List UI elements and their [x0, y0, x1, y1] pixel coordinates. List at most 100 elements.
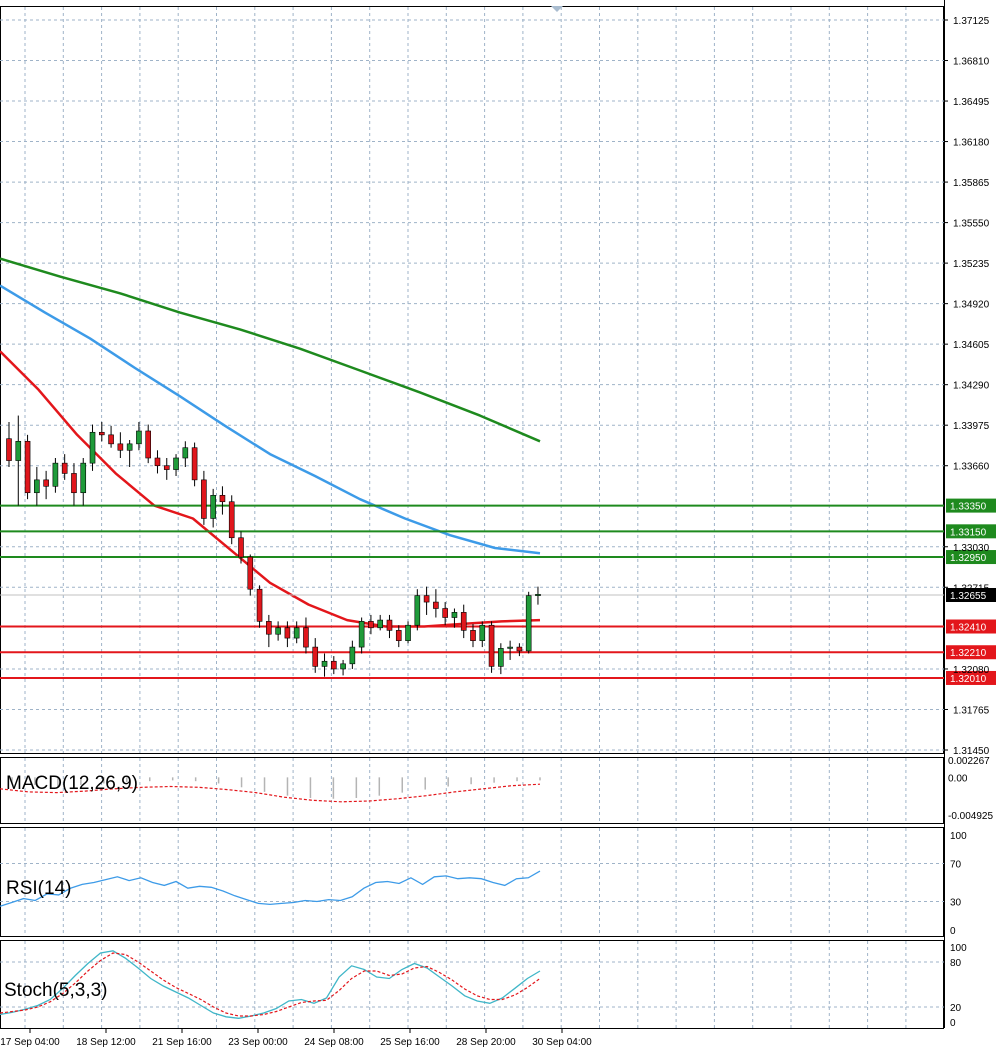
time-tick-label: 30 Sep 04:00	[532, 1037, 592, 1048]
candle-body[interactable]	[266, 621, 272, 635]
stoch-tick-label: 20	[950, 1003, 962, 1014]
candle-body[interactable]	[228, 501, 235, 539]
stoch-signal-line	[0, 952, 541, 1017]
price-tick-label: 1.33660	[953, 462, 990, 473]
macd-tick-label: 0.002267	[948, 756, 990, 767]
price-tick-label: 1.31765	[953, 705, 990, 716]
candle-body[interactable]	[145, 430, 151, 459]
stoch-tick-label: 0	[950, 1018, 956, 1029]
candle-body[interactable]	[460, 612, 467, 631]
candle-body[interactable]	[358, 621, 365, 648]
price-tick-label: 1.31450	[953, 746, 990, 757]
candle-body[interactable]	[52, 462, 59, 487]
price-tick-label: 1.35550	[953, 219, 990, 230]
candle-body[interactable]	[61, 462, 68, 474]
candle-body[interactable]	[488, 624, 495, 667]
candle-body[interactable]	[43, 479, 49, 487]
candle-body[interactable]	[163, 465, 170, 470]
candle-body[interactable]	[24, 440, 31, 494]
candle-body[interactable]	[535, 594, 541, 596]
candle-body[interactable]	[293, 627, 300, 639]
candle-body[interactable]	[126, 443, 133, 451]
ma-slow-line	[0, 257, 541, 443]
candle-body[interactable]	[238, 537, 244, 558]
candle-body[interactable]	[99, 431, 105, 436]
resistance-level-label: 1.33350	[950, 502, 987, 513]
candle-body[interactable]	[405, 624, 411, 641]
macd-tick-label: -0.004925	[948, 811, 993, 822]
time-tick-label: 21 Sep 16:00	[152, 1037, 212, 1048]
macd-tick-label: 0.00	[948, 773, 968, 784]
candle-body[interactable]	[210, 495, 216, 519]
candle-body[interactable]	[284, 627, 291, 639]
resistance-level-tag	[946, 550, 996, 565]
candle-body[interactable]	[479, 624, 486, 641]
candle-body[interactable]	[154, 457, 161, 467]
price-tick-label: 1.33030	[953, 543, 990, 554]
stoch-tick-label: 100	[950, 943, 967, 954]
candle-body[interactable]	[108, 434, 114, 445]
candle-body[interactable]	[395, 630, 402, 641]
stoch-tick-label: 80	[950, 958, 962, 969]
candle-body[interactable]	[451, 612, 458, 618]
candle-body[interactable]	[368, 621, 374, 629]
candle-body[interactable]	[173, 457, 179, 470]
candle-body[interactable]	[340, 663, 346, 670]
price-tick-label: 1.32715	[953, 583, 990, 594]
scroll-marker-icon[interactable]	[551, 6, 563, 12]
candle-body[interactable]	[470, 630, 476, 641]
macd-signal-line	[0, 783, 541, 803]
stoch-pane	[0, 940, 944, 1029]
price-tick-label: 1.32080	[953, 665, 990, 676]
candle-body[interactable]	[6, 438, 12, 461]
resistance-level-label: 1.32950	[950, 553, 987, 564]
candle-body[interactable]	[498, 648, 504, 667]
candle-body[interactable]	[349, 646, 356, 665]
candle-body[interactable]	[117, 443, 124, 451]
candle-body[interactable]	[219, 495, 226, 503]
support-level-label: 1.32010	[950, 674, 987, 685]
price-tick-label: 1.34605	[953, 340, 990, 351]
candle-body[interactable]	[433, 601, 439, 609]
candle-body[interactable]	[201, 479, 207, 519]
candle-body[interactable]	[275, 627, 281, 635]
candle-body[interactable]	[89, 431, 96, 464]
candle-body[interactable]	[256, 588, 263, 622]
candle-body[interactable]	[34, 479, 40, 494]
candle-body[interactable]	[516, 646, 523, 652]
candle-body[interactable]	[182, 447, 189, 459]
rsi-label: RSI(14)	[6, 878, 71, 899]
support-level-label: 1.32210	[950, 648, 987, 659]
candle-body[interactable]	[15, 440, 22, 461]
candle-body[interactable]	[414, 595, 421, 626]
candle-body[interactable]	[330, 660, 337, 670]
time-tick-label: 24 Sep 08:00	[304, 1037, 364, 1048]
candle-body[interactable]	[80, 462, 87, 494]
candle-body[interactable]	[71, 473, 77, 494]
price-tick-label: 1.35865	[953, 178, 990, 189]
resistance-level-label: 1.33150	[950, 527, 987, 538]
candle-body[interactable]	[312, 646, 319, 667]
rsi-line	[0, 870, 541, 907]
current-price-label: 1.32655	[950, 591, 987, 602]
support-level-tag	[946, 670, 996, 685]
candle-body[interactable]	[442, 608, 448, 618]
time-tick-label: 18 Sep 12:00	[76, 1037, 136, 1048]
candle-body[interactable]	[423, 595, 430, 603]
candle-body[interactable]	[303, 627, 309, 648]
stoch-main-line	[0, 950, 541, 1019]
support-level-label: 1.32410	[950, 623, 987, 634]
candle-body[interactable]	[191, 447, 198, 481]
candle-body[interactable]	[377, 619, 384, 629]
candle-body[interactable]	[386, 619, 393, 631]
price-tick-label: 1.37125	[953, 16, 990, 27]
price-tick-label: 1.36810	[953, 57, 990, 68]
candle-body[interactable]	[247, 556, 254, 590]
candle-body[interactable]	[136, 430, 142, 445]
candle-body[interactable]	[321, 660, 328, 667]
price-tick-label: 1.36495	[953, 97, 990, 108]
candle-body[interactable]	[507, 646, 513, 649]
candle-body[interactable]	[525, 595, 532, 652]
